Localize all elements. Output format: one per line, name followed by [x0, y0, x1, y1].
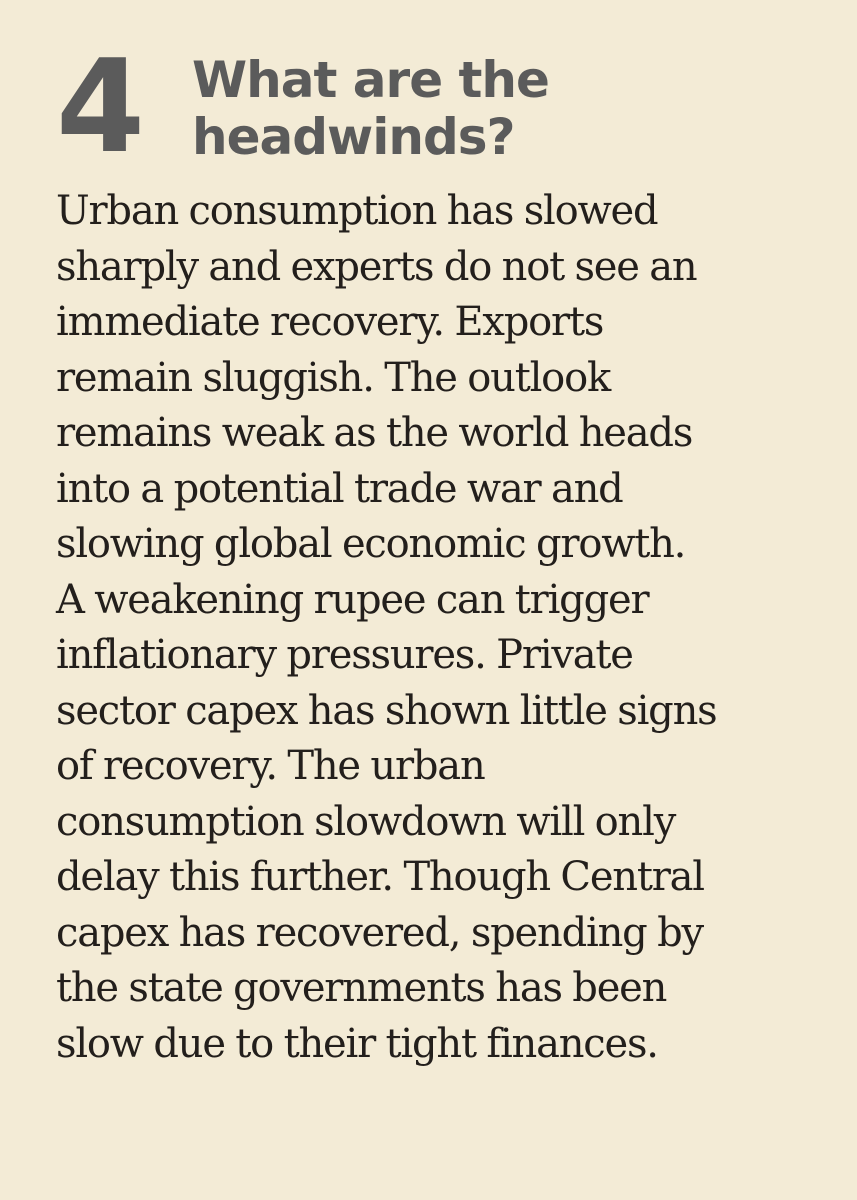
body-line: A weakening rupee can trigger	[56, 576, 650, 623]
body-line: into a potential trade war and	[56, 465, 624, 512]
body-line: sharply and experts do not see an	[56, 243, 698, 290]
body-line: Urban consumption has slowed	[56, 188, 659, 234]
article-header: 4 What are the headwinds?	[56, 44, 836, 174]
title-line: What are the	[192, 51, 550, 109]
title-line: headwinds?	[192, 108, 516, 166]
body-line: slow due to their tight finances.	[56, 1020, 659, 1067]
body-line: consumption slowdown will only	[56, 798, 676, 845]
body-line: capex has recovered, spending by	[56, 909, 704, 956]
body-line: sector capex has shown little signs	[56, 687, 718, 734]
article-body: Urban consumption has slowed sharply and…	[56, 184, 816, 1072]
body-line: immediate recovery. Exports	[56, 299, 604, 345]
body-line: remains weak as the world heads	[56, 410, 693, 456]
body-line: delay this further. Though Central	[56, 854, 705, 900]
body-line: inflationary pressures. Private	[56, 632, 634, 678]
section-number: 4	[56, 33, 145, 182]
body-line: remain sluggish. The outlook	[56, 354, 611, 401]
section-title: What are the headwinds?	[192, 51, 550, 166]
body-line: of recovery. The urban	[56, 743, 486, 789]
body-line: the state governments has been	[56, 965, 667, 1011]
body-line: slowing global economic growth.	[56, 521, 686, 567]
